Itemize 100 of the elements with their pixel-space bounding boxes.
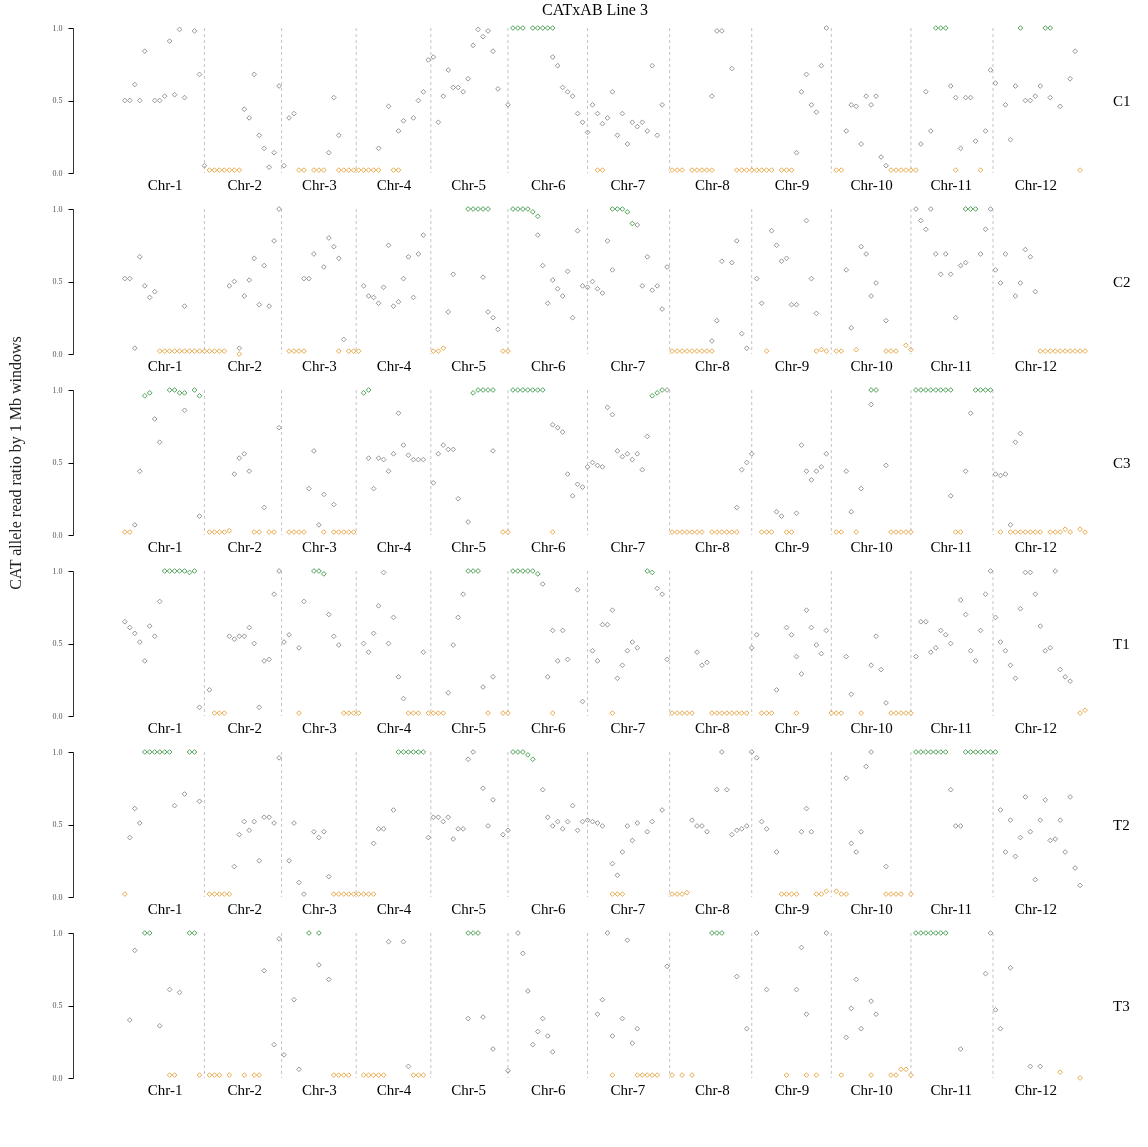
- point: [236, 351, 243, 357]
- point: [918, 930, 924, 936]
- point: [1067, 348, 1073, 354]
- point: [828, 710, 835, 716]
- point: [221, 710, 228, 716]
- point: [903, 1066, 909, 1073]
- point: [942, 930, 949, 936]
- point: [500, 710, 506, 716]
- point: [122, 891, 128, 897]
- point: [913, 930, 919, 936]
- x-tick-label: Chr-9: [774, 357, 810, 374]
- y-tick-label: 1.0: [52, 385, 63, 395]
- point: [903, 342, 909, 349]
- point: [893, 348, 899, 354]
- point: [326, 976, 332, 983]
- point: [355, 348, 362, 354]
- x-tick-label: Chr-7: [610, 1081, 646, 1098]
- point: [410, 749, 417, 755]
- point: [868, 998, 874, 1004]
- point: [1082, 707, 1088, 713]
- point: [191, 930, 198, 936]
- point: [510, 568, 516, 574]
- x-tick-label: Chr-6: [530, 1081, 567, 1098]
- point: [1082, 348, 1088, 354]
- point: [515, 206, 521, 212]
- point: [793, 710, 800, 716]
- y-tick-label: 0.0: [52, 711, 63, 721]
- point: [271, 1041, 277, 1048]
- x-tick-label: Chr-11: [930, 719, 973, 736]
- point: [425, 710, 432, 716]
- point: [534, 1028, 541, 1035]
- point: [171, 1072, 178, 1078]
- point: [838, 348, 845, 354]
- x-tick-label: Chr-8: [695, 719, 730, 736]
- point: [788, 891, 795, 897]
- y-tick-label: 0.0: [52, 892, 63, 902]
- point: [166, 568, 173, 574]
- x-tick-label: Chr-4: [376, 719, 412, 736]
- point: [226, 1072, 233, 1078]
- y-tick-label: 0.0: [52, 530, 63, 540]
- point: [1047, 348, 1054, 354]
- point: [490, 1046, 496, 1052]
- point: [505, 710, 511, 716]
- point: [957, 1046, 964, 1052]
- point: [803, 1011, 810, 1017]
- point: [301, 348, 307, 354]
- point: [321, 571, 327, 577]
- point: [345, 891, 352, 897]
- point: [216, 710, 223, 716]
- point: [833, 888, 840, 894]
- x-tick-label: Chr-1: [147, 1081, 183, 1098]
- point: [375, 1072, 382, 1078]
- x-tick-label: Chr-9: [774, 176, 810, 193]
- point: [350, 348, 357, 354]
- point: [211, 891, 218, 897]
- point: [515, 930, 521, 936]
- point: [480, 1014, 486, 1020]
- x-tick-label: Chr-7: [610, 176, 646, 193]
- point: [146, 749, 153, 755]
- point: [430, 348, 437, 354]
- point: [211, 710, 218, 716]
- point: [1077, 348, 1083, 354]
- point: [311, 568, 317, 574]
- point: [485, 206, 491, 212]
- point: [370, 891, 377, 897]
- x-tick-label: Chr-9: [774, 900, 810, 917]
- point: [156, 1023, 163, 1029]
- text: T2: [1113, 816, 1130, 833]
- point: [967, 206, 974, 212]
- point: [898, 1066, 904, 1073]
- x-tick-label: Chr-5: [451, 900, 486, 917]
- point: [470, 930, 476, 936]
- point: [221, 348, 228, 354]
- point: [763, 348, 770, 354]
- point: [918, 749, 924, 755]
- point: [734, 973, 740, 980]
- point: [997, 1025, 1004, 1032]
- point: [674, 710, 680, 716]
- y-tick-label: 0.0: [52, 168, 63, 178]
- point: [1042, 348, 1049, 354]
- point: [166, 348, 173, 354]
- x-tick-label: Chr-10: [850, 176, 893, 193]
- y-tick-label: 0.5: [52, 458, 63, 467]
- point: [987, 930, 994, 936]
- text: T3: [1113, 997, 1130, 1014]
- point: [937, 749, 944, 755]
- chart-title: CATxAB Line 3: [542, 0, 648, 18]
- x-tick-label: Chr-2: [227, 357, 263, 374]
- point: [1057, 1069, 1063, 1075]
- point: [141, 930, 148, 936]
- point: [594, 1011, 601, 1017]
- point: [430, 710, 437, 716]
- point: [395, 749, 402, 755]
- point: [505, 1067, 511, 1074]
- point: [206, 891, 213, 897]
- point: [360, 1072, 367, 1078]
- x-tick-label: Chr-12: [1014, 538, 1057, 555]
- point: [913, 749, 919, 755]
- point: [689, 348, 695, 354]
- x-tick-label: Chr-3: [302, 900, 337, 917]
